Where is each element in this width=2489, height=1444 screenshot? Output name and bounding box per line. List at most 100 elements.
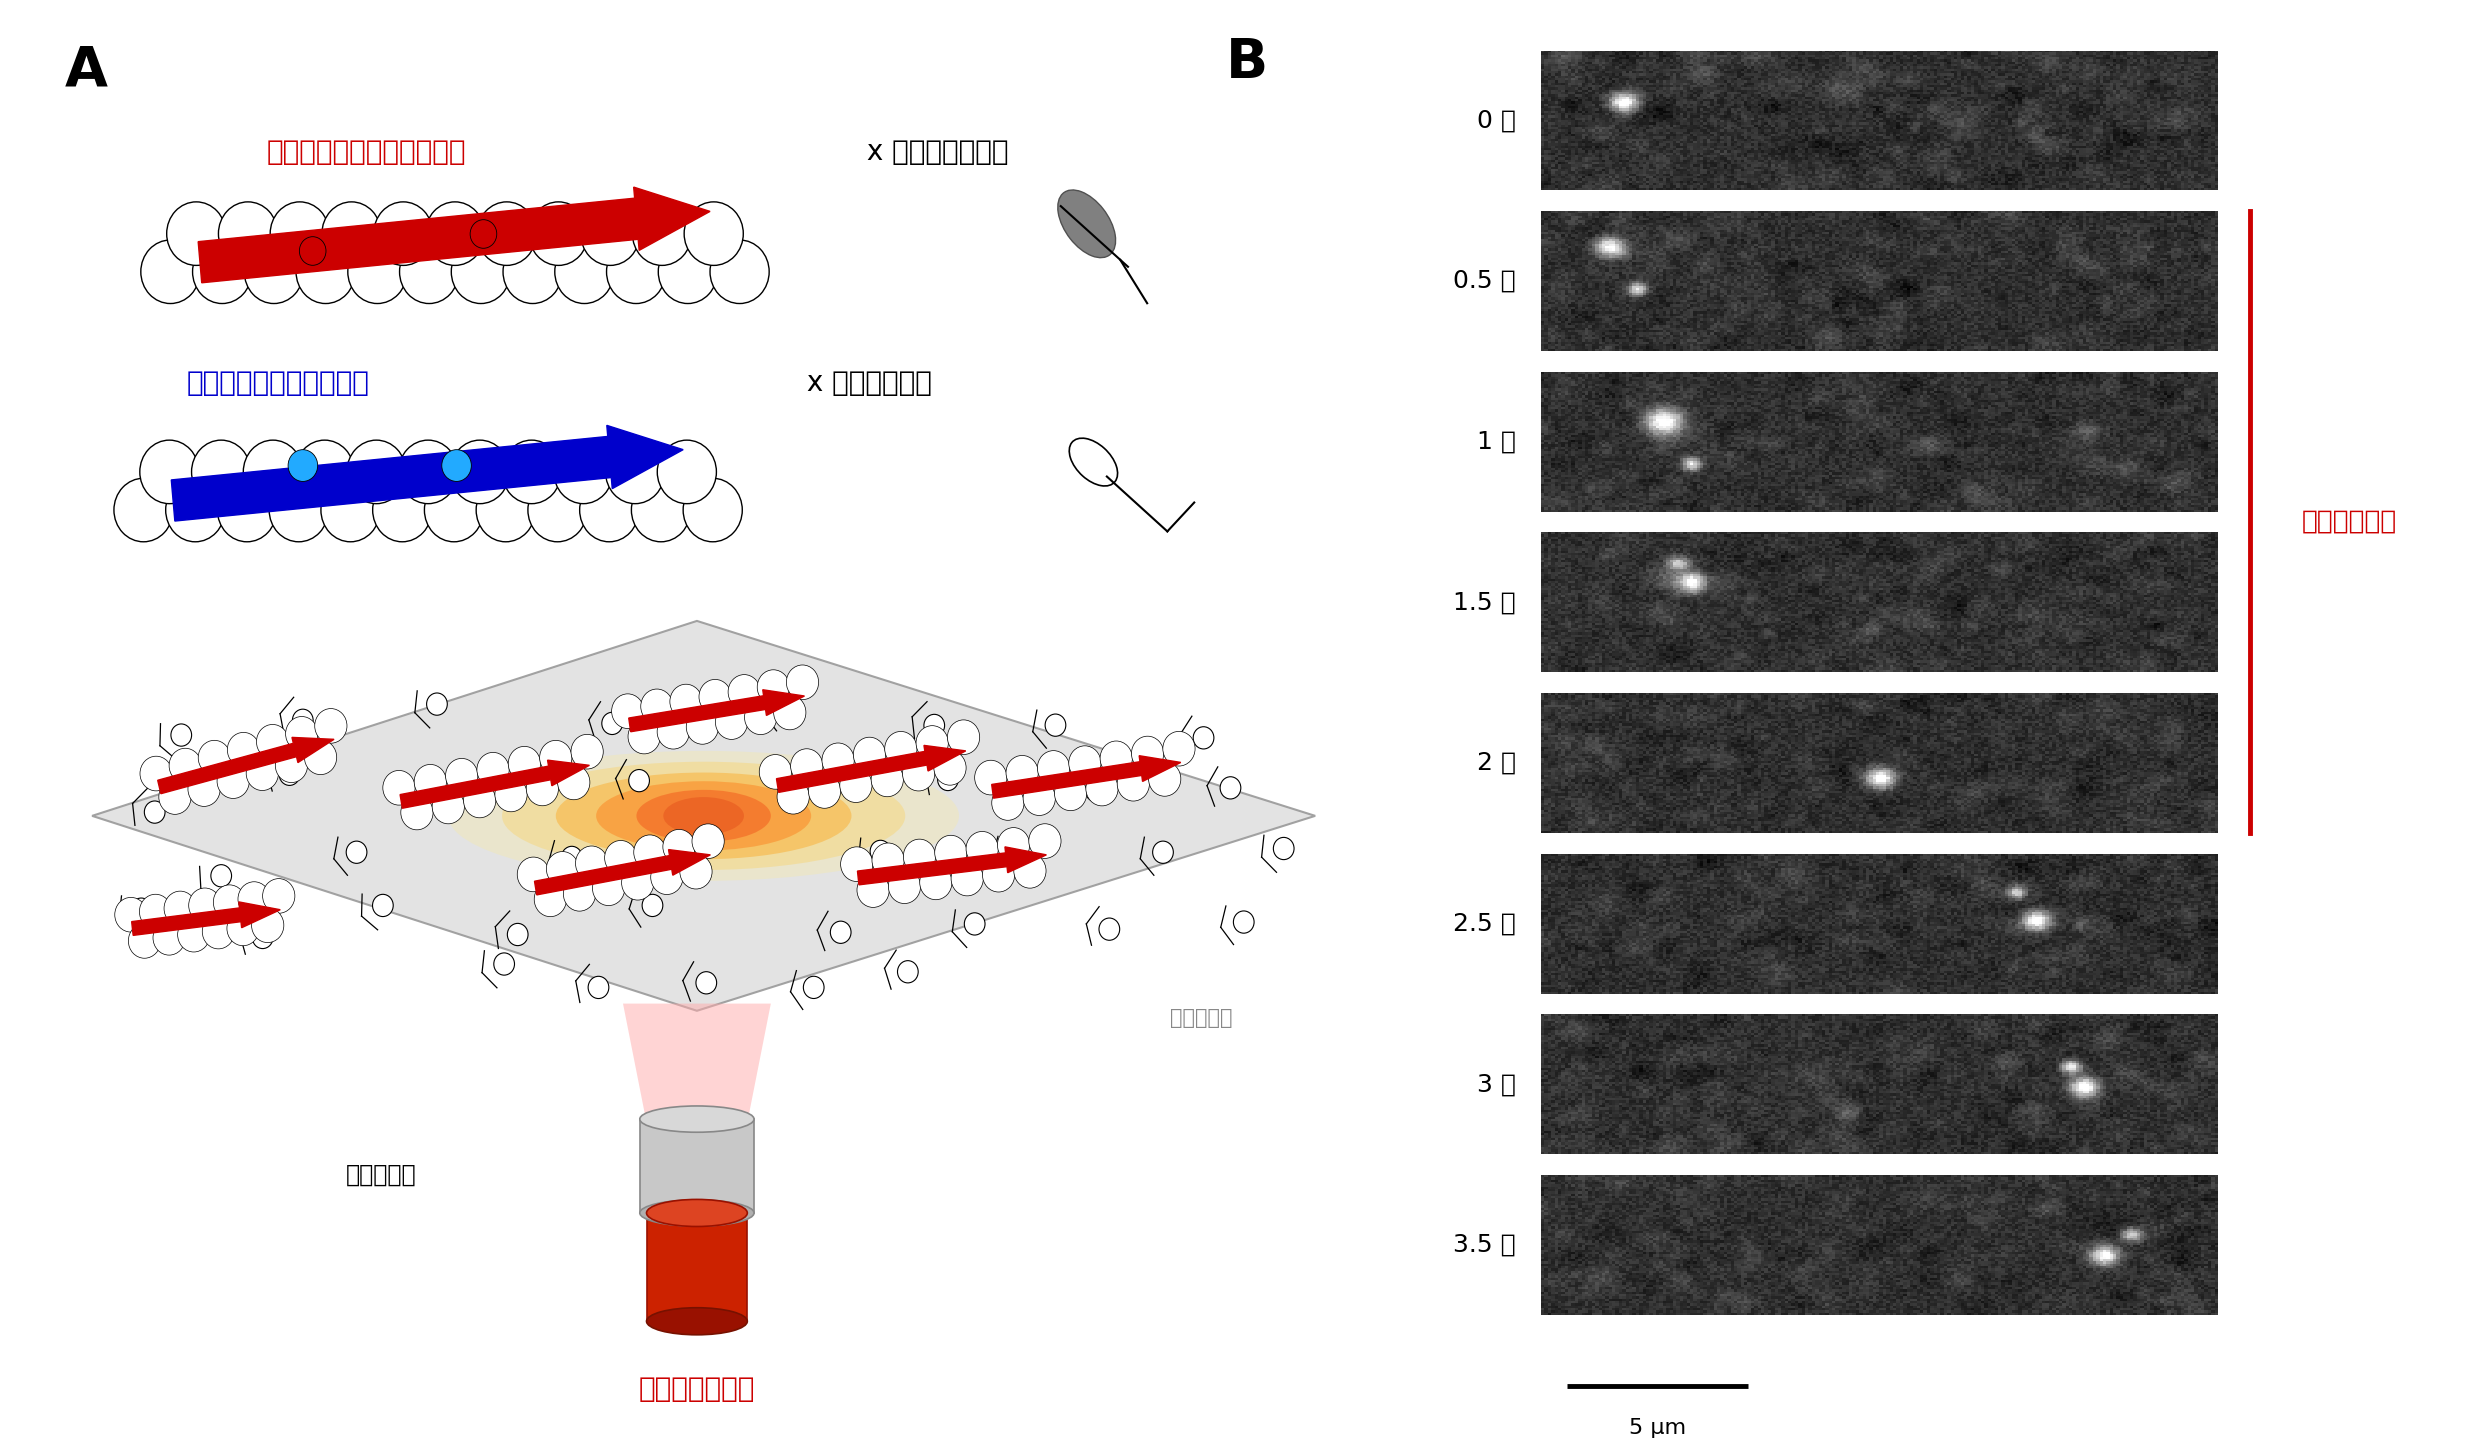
Circle shape xyxy=(1038,751,1070,786)
Circle shape xyxy=(1055,775,1088,810)
Circle shape xyxy=(433,788,465,823)
Circle shape xyxy=(1132,736,1165,771)
Circle shape xyxy=(426,693,448,715)
Circle shape xyxy=(1006,842,1025,864)
Circle shape xyxy=(373,478,431,542)
Circle shape xyxy=(777,780,809,814)
Ellipse shape xyxy=(1058,191,1115,257)
Circle shape xyxy=(1028,823,1060,858)
Circle shape xyxy=(692,825,724,859)
Circle shape xyxy=(493,953,515,975)
Circle shape xyxy=(709,240,769,303)
Ellipse shape xyxy=(647,1200,747,1226)
Circle shape xyxy=(291,709,314,732)
Circle shape xyxy=(916,726,948,761)
Circle shape xyxy=(983,858,1016,892)
Text: 0.5 秒: 0.5 秒 xyxy=(1454,269,1516,293)
Text: 赤外レーザー光: 赤外レーザー光 xyxy=(640,1375,754,1404)
Circle shape xyxy=(508,923,528,946)
Circle shape xyxy=(1220,777,1242,799)
Circle shape xyxy=(373,202,433,266)
FancyArrow shape xyxy=(157,738,334,794)
Circle shape xyxy=(373,894,393,917)
Circle shape xyxy=(286,716,319,751)
Circle shape xyxy=(602,712,622,735)
Circle shape xyxy=(465,780,488,803)
Circle shape xyxy=(172,723,192,747)
Circle shape xyxy=(679,855,712,890)
Circle shape xyxy=(199,741,231,775)
Circle shape xyxy=(804,976,824,998)
Text: 3 秒: 3 秒 xyxy=(1476,1073,1516,1096)
Circle shape xyxy=(558,765,590,800)
Circle shape xyxy=(189,771,219,806)
Circle shape xyxy=(503,240,563,303)
Circle shape xyxy=(757,670,789,705)
Circle shape xyxy=(699,680,732,715)
Circle shape xyxy=(401,240,458,303)
Circle shape xyxy=(809,774,841,809)
Circle shape xyxy=(463,783,495,817)
Circle shape xyxy=(1235,911,1254,933)
Circle shape xyxy=(759,755,792,790)
Circle shape xyxy=(478,752,510,787)
Circle shape xyxy=(164,891,197,926)
Circle shape xyxy=(642,894,662,917)
Circle shape xyxy=(451,440,510,504)
Circle shape xyxy=(650,859,682,894)
Ellipse shape xyxy=(640,1200,754,1226)
FancyBboxPatch shape xyxy=(647,1213,747,1321)
Circle shape xyxy=(580,202,640,266)
Circle shape xyxy=(657,240,717,303)
Circle shape xyxy=(632,478,689,542)
FancyArrow shape xyxy=(401,760,590,809)
Circle shape xyxy=(139,757,172,791)
Circle shape xyxy=(426,202,485,266)
Ellipse shape xyxy=(448,751,958,881)
Circle shape xyxy=(1085,780,1105,801)
Circle shape xyxy=(1152,840,1172,864)
Circle shape xyxy=(1045,713,1065,736)
Circle shape xyxy=(899,960,918,983)
Circle shape xyxy=(503,440,560,504)
FancyArrow shape xyxy=(535,849,709,895)
FancyArrow shape xyxy=(630,690,804,732)
Circle shape xyxy=(904,757,936,791)
FancyArrow shape xyxy=(991,755,1180,799)
Circle shape xyxy=(871,762,904,797)
Circle shape xyxy=(839,768,871,803)
Text: 骨格筋の細いフィラメント: 骨格筋の細いフィラメント xyxy=(266,137,465,166)
Circle shape xyxy=(264,878,294,913)
Circle shape xyxy=(114,897,147,931)
Circle shape xyxy=(528,202,587,266)
Text: 3.5 秒: 3.5 秒 xyxy=(1454,1233,1516,1256)
Circle shape xyxy=(841,846,874,881)
Circle shape xyxy=(226,911,259,946)
Ellipse shape xyxy=(1070,438,1118,487)
FancyArrow shape xyxy=(172,426,682,521)
Text: 心筋の細いフィラメント: 心筋の細いフィラメント xyxy=(187,368,368,397)
Circle shape xyxy=(607,240,665,303)
FancyArrow shape xyxy=(199,188,709,283)
Circle shape xyxy=(627,719,660,754)
Circle shape xyxy=(251,927,274,949)
Circle shape xyxy=(383,771,416,806)
Circle shape xyxy=(687,709,719,744)
Ellipse shape xyxy=(640,1106,754,1132)
Circle shape xyxy=(114,478,174,542)
Circle shape xyxy=(933,751,966,786)
Text: 2 秒: 2 秒 xyxy=(1476,751,1516,775)
Circle shape xyxy=(923,715,946,736)
Circle shape xyxy=(239,882,271,917)
Text: x 骨格筋ミオシン: x 骨格筋ミオシン xyxy=(859,137,1008,166)
Text: 1 秒: 1 秒 xyxy=(1476,430,1516,453)
Circle shape xyxy=(276,748,309,783)
Circle shape xyxy=(856,872,889,907)
Circle shape xyxy=(251,908,284,943)
Circle shape xyxy=(871,840,891,862)
Circle shape xyxy=(346,440,406,504)
Circle shape xyxy=(1006,755,1038,790)
Circle shape xyxy=(630,770,650,791)
Text: 0 秒: 0 秒 xyxy=(1476,108,1516,133)
Circle shape xyxy=(1100,918,1120,940)
